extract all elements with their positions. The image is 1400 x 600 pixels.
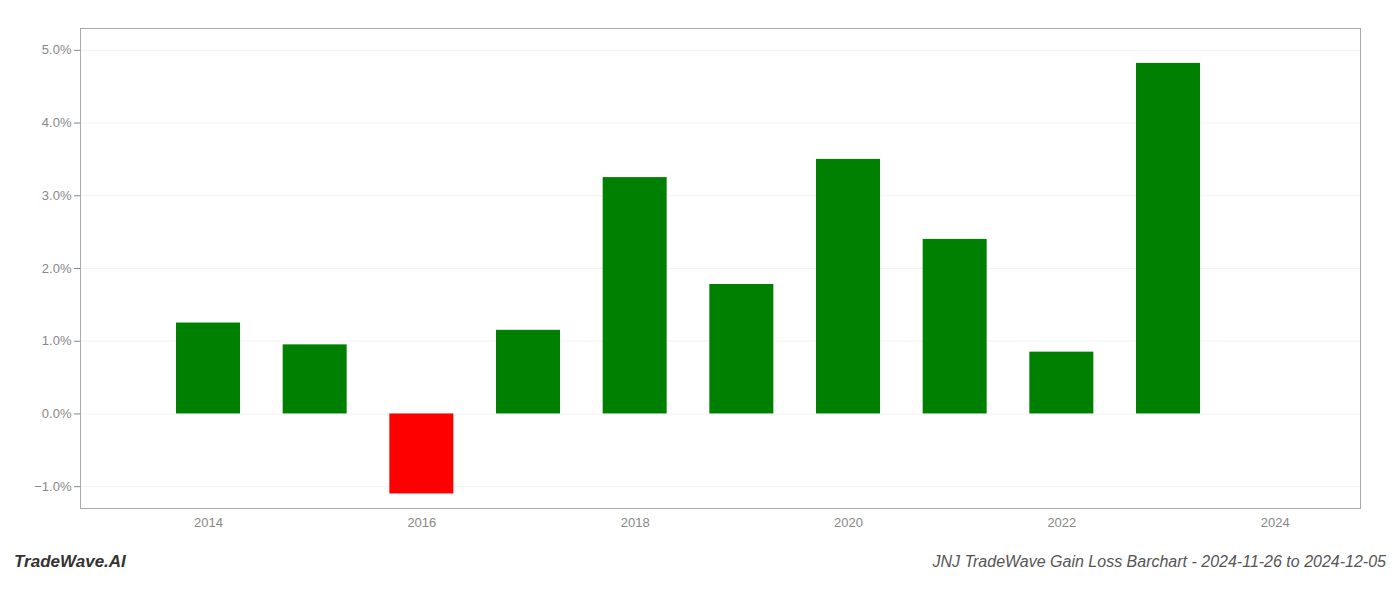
svg-text:5.0%: 5.0% (42, 42, 72, 57)
svg-text:2016: 2016 (407, 515, 436, 530)
svg-text:4.0%: 4.0% (42, 115, 72, 130)
svg-text:2018: 2018 (621, 515, 650, 530)
html-text:TradeWave.AI: TradeWave.AI (14, 552, 126, 571)
svg-text:−1.0%: −1.0% (34, 479, 72, 494)
svg-text:0.0%: 0.0% (42, 406, 72, 421)
svg-text:3.0%: 3.0% (42, 188, 72, 203)
svg-text:2014: 2014 (194, 515, 223, 530)
svg-text:2022: 2022 (1047, 515, 1076, 530)
svg-text:1.0%: 1.0% (42, 333, 72, 348)
html-text:JNJ TradeWave Gain Loss Barcha: JNJ TradeWave Gain Loss Barchart - 2024-… (932, 553, 1386, 570)
svg-text:2.0%: 2.0% (42, 261, 72, 276)
svg-text:2024: 2024 (1261, 515, 1290, 530)
svg-text:2020: 2020 (834, 515, 863, 530)
